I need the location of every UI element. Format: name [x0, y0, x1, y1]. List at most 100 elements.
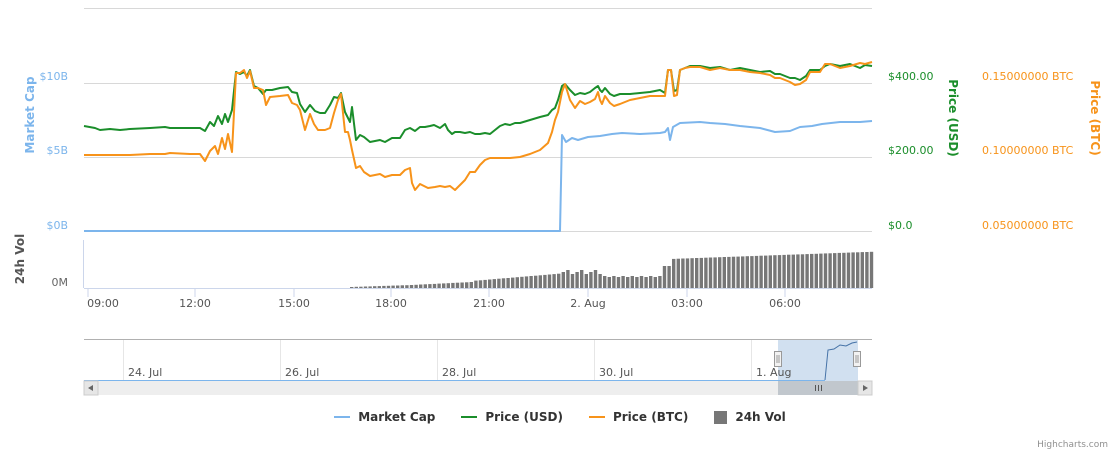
volume-bar[interactable] [354, 286, 358, 288]
volume-bar[interactable] [796, 254, 800, 288]
volume-bar[interactable] [437, 283, 441, 288]
volume-bar[interactable] [547, 274, 552, 289]
volume-bar[interactable] [644, 277, 648, 288]
volume-bar[interactable] [750, 256, 754, 288]
volume-bar[interactable] [455, 282, 460, 288]
volume-bar[interactable] [377, 286, 381, 288]
volume-bar[interactable] [607, 277, 611, 288]
volume-bar[interactable] [727, 256, 731, 288]
legend-item-24h-vol[interactable]: 24h Vol [714, 410, 786, 424]
volume-bar[interactable] [736, 256, 740, 288]
volume-bar[interactable] [722, 257, 726, 288]
highcharts-credits-link[interactable]: Highcharts.com [1037, 440, 1108, 450]
volume-bar[interactable] [690, 258, 694, 288]
volume-bar[interactable] [741, 256, 745, 288]
volume-bar[interactable] [621, 276, 625, 288]
legend-item-price-usd[interactable]: Price (USD) [461, 410, 563, 424]
volume-bar[interactable] [561, 272, 565, 288]
navigator-selection-mask[interactable] [778, 340, 858, 381]
volume-bar[interactable] [465, 282, 469, 289]
volume-bar[interactable] [718, 257, 722, 288]
volume-bar[interactable] [805, 254, 809, 288]
volume-bar[interactable] [363, 286, 368, 289]
volume-bar[interactable] [653, 277, 657, 288]
volume-bar[interactable] [557, 273, 561, 288]
volume-bar[interactable] [791, 254, 795, 288]
navigator-right-handle[interactable] [853, 351, 861, 367]
volume-bar[interactable] [731, 256, 736, 288]
volume-bar[interactable] [570, 274, 575, 288]
volume-bar[interactable] [566, 270, 570, 288]
volume-bar[interactable] [515, 277, 519, 288]
volume-bar[interactable] [442, 283, 446, 288]
volume-bar[interactable] [699, 257, 703, 288]
volume-bar[interactable] [534, 275, 538, 288]
volume-bar[interactable] [529, 276, 533, 288]
volume-bar[interactable] [423, 284, 427, 288]
volume-bar[interactable] [419, 284, 423, 289]
volume-bar[interactable] [851, 252, 855, 288]
volume-bar[interactable] [630, 276, 634, 288]
volume-bar[interactable] [428, 284, 432, 288]
volume-bar[interactable] [391, 285, 395, 288]
volume-bar[interactable] [575, 272, 579, 288]
volume-bar[interactable] [833, 253, 837, 288]
price-usd-line[interactable] [83, 63, 873, 143]
volume-bar[interactable] [488, 279, 492, 289]
volume-bar[interactable] [414, 284, 418, 288]
volume-bar[interactable] [446, 283, 450, 288]
volume-bar[interactable] [837, 252, 841, 288]
volume-bar[interactable] [704, 257, 708, 288]
volume-bar[interactable] [856, 252, 860, 288]
volume-bar[interactable] [396, 285, 400, 289]
volume-bar[interactable] [474, 280, 478, 288]
volume-bar[interactable] [552, 274, 556, 288]
volume-bar[interactable] [432, 283, 437, 288]
volume-bar[interactable] [497, 278, 501, 288]
volume-bar[interactable] [842, 252, 846, 288]
volume-bar[interactable] [819, 253, 823, 288]
volume-bar[interactable] [478, 280, 483, 288]
volume-bar[interactable] [846, 252, 851, 288]
navigator[interactable] [0, 330, 1120, 400]
volume-bar[interactable] [405, 285, 409, 288]
volume-bar[interactable] [350, 287, 354, 288]
volume-bar[interactable] [538, 275, 542, 288]
volume-bar[interactable] [612, 276, 616, 288]
volume-bar[interactable] [616, 277, 621, 288]
volume-bar[interactable] [814, 253, 818, 288]
volume-bar[interactable] [759, 255, 763, 288]
volume-bar[interactable] [409, 285, 414, 288]
volume-bar[interactable] [685, 258, 690, 288]
volume-bar[interactable] [745, 256, 749, 288]
volume-bar[interactable] [713, 257, 717, 288]
volume-bar[interactable] [865, 252, 869, 288]
volume-bar[interactable] [598, 274, 602, 288]
volume-bar[interactable] [543, 274, 547, 288]
volume-bar[interactable] [593, 270, 598, 288]
legend-item-price-btc[interactable]: Price (BTC) [588, 410, 688, 424]
volume-bar[interactable] [823, 253, 828, 288]
legend-item-market-cap[interactable]: Market Cap [334, 410, 435, 424]
volume-bar[interactable] [501, 278, 506, 288]
volume-bar[interactable] [483, 279, 487, 288]
volume-bar[interactable] [626, 277, 630, 288]
volume-bar[interactable] [800, 254, 805, 288]
volume-bar[interactable] [695, 258, 699, 288]
volume-bar[interactable] [524, 276, 529, 288]
volume-bar[interactable] [787, 254, 791, 288]
volume-bar[interactable] [869, 251, 874, 288]
volume-bar[interactable] [460, 282, 464, 289]
volume-bar[interactable] [667, 266, 671, 288]
volume-bar[interactable] [860, 252, 864, 288]
volume-bar[interactable] [451, 282, 455, 288]
volume-bar[interactable] [649, 276, 653, 288]
volume-bar[interactable] [672, 258, 676, 288]
volume-bar[interactable] [469, 282, 473, 288]
volume-bar[interactable] [662, 266, 667, 288]
volume-bar[interactable] [777, 255, 782, 288]
volume-bar[interactable] [359, 286, 363, 288]
volume-bar[interactable] [400, 285, 404, 288]
volume-bar[interactable] [603, 276, 607, 288]
volume-bar[interactable] [754, 255, 759, 288]
